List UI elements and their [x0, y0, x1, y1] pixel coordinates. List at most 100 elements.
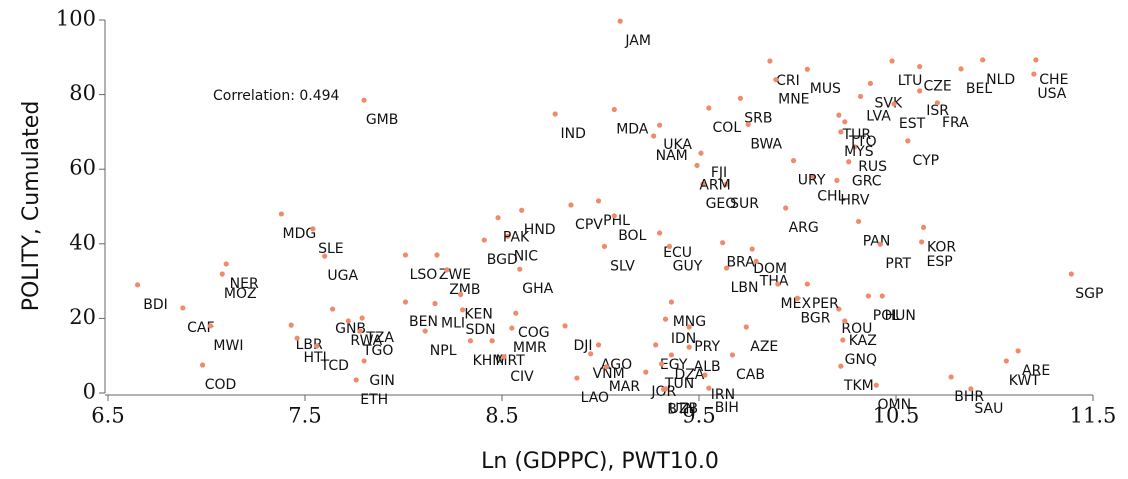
point-label: RUS — [858, 159, 887, 175]
point-label: MDG — [283, 226, 317, 242]
point-label: ECU — [663, 245, 692, 261]
point — [694, 162, 700, 169]
point-label: CHL — [817, 189, 845, 205]
point — [865, 293, 872, 299]
point — [846, 159, 852, 165]
point — [595, 198, 602, 204]
point-label: MMR — [513, 340, 547, 356]
point-label: GUY — [673, 258, 703, 274]
point — [810, 174, 816, 180]
point-label: UKA — [663, 137, 692, 153]
point-label: BGR — [801, 310, 831, 326]
point-label: BIH — [715, 400, 739, 416]
point — [660, 386, 667, 392]
point — [505, 233, 511, 239]
point-label: DOM — [753, 261, 787, 277]
y-tick-label: 0 — [83, 380, 96, 404]
point-label: FJI — [711, 165, 727, 181]
point — [804, 281, 810, 287]
point-label: EST — [899, 116, 926, 132]
x-tick-label: 7.5 — [288, 404, 321, 428]
point-label: TCD — [320, 358, 349, 374]
point-label: POL — [873, 308, 900, 324]
x-tick-label: 10.5 — [873, 404, 920, 428]
point-label: ARG — [789, 220, 819, 236]
point — [611, 213, 617, 219]
point — [444, 267, 450, 273]
point — [402, 252, 409, 258]
point-label: HRV — [840, 192, 869, 208]
point — [353, 377, 359, 383]
point — [891, 101, 897, 107]
point-label: PHL — [603, 213, 630, 229]
point-label: BRA — [726, 255, 755, 271]
point — [481, 237, 487, 243]
point-label: LSO — [410, 267, 438, 283]
point-label: HND — [524, 222, 556, 238]
point — [278, 211, 284, 217]
point-label: MDA — [616, 122, 649, 138]
point — [917, 64, 923, 70]
point — [207, 323, 214, 329]
point — [842, 119, 848, 125]
point — [958, 66, 964, 72]
point — [920, 224, 927, 230]
point-label: JAM — [624, 33, 651, 49]
point — [753, 258, 759, 264]
point-label: RWA — [350, 333, 382, 349]
point — [651, 133, 657, 139]
point-label: IND — [560, 126, 585, 142]
point — [588, 351, 594, 357]
point-label: GRC — [852, 174, 882, 190]
point — [134, 282, 141, 288]
point-label: SLV — [610, 258, 635, 274]
point — [432, 300, 438, 307]
annotation: Correlation: 0.494 — [213, 88, 340, 104]
point-label: MEX — [781, 296, 812, 312]
point — [662, 316, 669, 322]
point — [840, 337, 846, 343]
point — [310, 226, 316, 232]
point — [288, 322, 294, 328]
point — [199, 362, 206, 368]
point-label: CZE — [924, 79, 952, 95]
point-label: ROU — [841, 321, 872, 337]
point-label: IRN — [711, 387, 735, 403]
point — [562, 323, 568, 329]
point-label: LBR — [296, 337, 323, 353]
point-label: ZMB — [449, 282, 480, 298]
y-tick-label: 40 — [69, 230, 96, 254]
point — [700, 181, 706, 187]
point-label: GMB — [366, 112, 399, 128]
point-label: ARE — [1022, 363, 1050, 379]
point-label: NPL — [430, 343, 457, 359]
point — [729, 352, 736, 358]
point-label: DZA — [674, 367, 704, 383]
point — [223, 261, 229, 267]
point — [180, 305, 186, 311]
point-label: HTI — [304, 350, 327, 366]
point — [1003, 358, 1009, 364]
point — [595, 342, 602, 348]
point-label: USA — [1037, 86, 1066, 102]
point — [458, 291, 464, 298]
y-tick-label: 80 — [69, 81, 96, 105]
point — [686, 344, 692, 350]
point — [855, 218, 862, 225]
point — [783, 205, 789, 211]
point — [919, 239, 925, 245]
point — [657, 230, 663, 236]
point-label: ESP — [927, 254, 953, 270]
point — [790, 158, 797, 164]
x-tick-label: 9.5 — [682, 404, 715, 428]
point — [852, 144, 858, 150]
point — [357, 328, 363, 334]
y-axis-label: POLITY, Cumulated — [19, 101, 44, 312]
point — [743, 324, 749, 330]
point-label: PRT — [885, 256, 911, 272]
point — [889, 58, 895, 64]
point-label: IDN — [671, 331, 696, 347]
point-label: SDN — [466, 322, 496, 338]
point-label: TUR — [842, 127, 872, 143]
